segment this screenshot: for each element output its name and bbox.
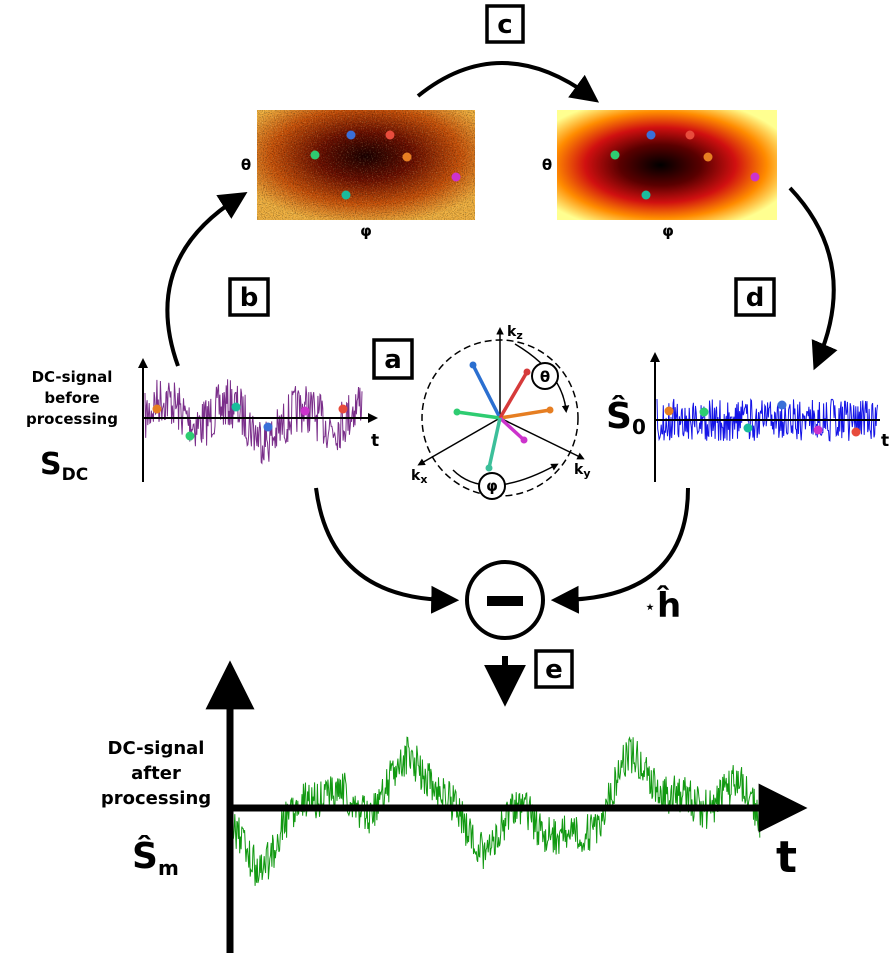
input-caption-line2: before bbox=[44, 389, 99, 407]
marker-dot bbox=[402, 152, 412, 162]
output-t-label: t bbox=[776, 832, 797, 883]
output-caption-line2: after bbox=[131, 763, 181, 784]
output-caption-line1: DC-signal bbox=[108, 738, 205, 759]
smoothed-orientation-map bbox=[557, 110, 777, 220]
marker-dot bbox=[851, 427, 861, 437]
orientation-vector-tip bbox=[523, 368, 531, 376]
flow-arrow-reference-to-minus bbox=[550, 487, 690, 614]
marker-dot bbox=[610, 150, 620, 160]
convolution-star: ⋆ bbox=[645, 597, 655, 616]
input-signal-plot bbox=[138, 358, 378, 482]
orientation-vector bbox=[487, 417, 502, 469]
kz-label: kz bbox=[507, 324, 523, 342]
marker-dot bbox=[685, 130, 695, 140]
flow-arrow-b bbox=[165, 192, 248, 367]
input-caption-line3: processing bbox=[26, 410, 118, 428]
marker-dot bbox=[750, 172, 760, 182]
reference-signal-plot bbox=[650, 352, 880, 482]
ky-axis bbox=[499, 417, 585, 460]
input-signal-trace bbox=[144, 379, 363, 465]
output-signal-plot bbox=[205, 660, 808, 953]
orientation-vector-tip bbox=[453, 408, 461, 416]
orientation-diagram: kz kx ky θ φ bbox=[411, 324, 590, 500]
flow-arrow-d bbox=[788, 186, 838, 371]
orientation-vector-tip bbox=[546, 406, 554, 414]
step-a-text: a bbox=[384, 345, 402, 375]
smoothed-map-theta-label: θ bbox=[542, 156, 552, 174]
marker-dot bbox=[777, 400, 787, 410]
kx-label: kx bbox=[411, 468, 427, 486]
phi-badge-label: φ bbox=[486, 477, 498, 495]
orientation-vector bbox=[471, 364, 502, 419]
marker-dot bbox=[641, 190, 651, 200]
flow-arrow-c bbox=[416, 61, 600, 103]
kx-axis bbox=[417, 417, 501, 466]
input-t-label: t bbox=[371, 431, 379, 451]
input-signal-markers bbox=[152, 402, 348, 441]
marker-dot bbox=[152, 404, 162, 414]
input-symbol: SDC bbox=[40, 447, 88, 485]
output-symbol: Ŝm bbox=[132, 835, 179, 880]
marker-dot bbox=[451, 172, 461, 182]
input-caption-line1: DC-signal bbox=[32, 368, 113, 386]
marker-dot bbox=[231, 402, 241, 412]
orientation-vector-tip bbox=[469, 361, 477, 369]
step-d-text: d bbox=[746, 283, 765, 313]
marker-dot bbox=[813, 425, 823, 435]
noisy-map-markers bbox=[310, 130, 461, 200]
orientation-vector bbox=[499, 408, 551, 420]
marker-dot bbox=[185, 431, 195, 441]
marker-dot bbox=[346, 130, 356, 140]
theta-badge bbox=[531, 362, 559, 390]
step-b-text: b bbox=[240, 283, 259, 313]
noisy-map-theta-label: θ bbox=[241, 156, 251, 174]
marker-dot bbox=[664, 406, 674, 416]
smoothed-map-phi-label: φ bbox=[662, 222, 674, 240]
marker-dot bbox=[338, 404, 348, 414]
marker-dot bbox=[703, 152, 713, 162]
noisy-orientation-map bbox=[257, 110, 475, 220]
flow-arrow-input-to-minus bbox=[314, 487, 460, 614]
marker-dot bbox=[646, 130, 656, 140]
marker-dot bbox=[341, 190, 351, 200]
reference-signal-trace bbox=[656, 398, 878, 442]
orientation-vector bbox=[456, 410, 501, 420]
marker-dot bbox=[385, 130, 395, 140]
step-e-text: e bbox=[545, 655, 563, 685]
smoothed-map-markers bbox=[610, 130, 760, 200]
marker-dot bbox=[263, 422, 273, 432]
reference-symbol: Ŝ0 bbox=[606, 395, 646, 439]
orientation-vectors bbox=[453, 361, 554, 472]
reference-t-label: t bbox=[881, 431, 889, 451]
step-label-c: c bbox=[485, 4, 525, 44]
reference-signal-markers bbox=[664, 400, 861, 437]
phi-badge bbox=[478, 472, 506, 500]
ky-label: ky bbox=[574, 462, 590, 480]
marker-dot bbox=[310, 150, 320, 160]
marker-dot bbox=[699, 407, 709, 417]
step-label-a: a bbox=[372, 338, 414, 380]
marker-dot bbox=[743, 423, 753, 433]
kernel-symbol: ĥ bbox=[656, 585, 681, 626]
orientation-vector bbox=[498, 371, 529, 419]
orientation-vector-tip bbox=[520, 436, 528, 444]
output-caption-line3: processing bbox=[101, 788, 211, 809]
marker-dot bbox=[300, 406, 310, 416]
orientation-vector-tip bbox=[485, 464, 493, 472]
orientation-vector bbox=[498, 416, 526, 442]
minus-sign-icon bbox=[487, 596, 523, 606]
noisy-map-phi-label: φ bbox=[360, 222, 372, 240]
step-c-text: c bbox=[497, 10, 512, 40]
step-label-d: d bbox=[734, 277, 776, 317]
step-label-b: b bbox=[228, 277, 270, 317]
step-label-e: e bbox=[534, 649, 574, 689]
theta-badge-label: θ bbox=[540, 368, 550, 386]
